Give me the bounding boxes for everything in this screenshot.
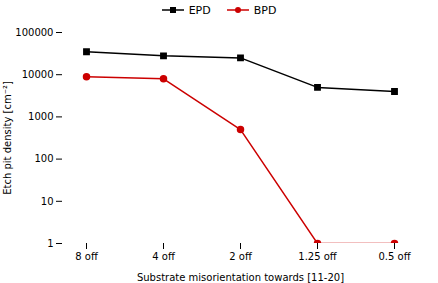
svg-text:1.25 off: 1.25 off (298, 251, 338, 262)
svg-text:2 off: 2 off (229, 251, 253, 262)
svg-text:Etch pit density [cm⁻²]: Etch pit density [cm⁻²] (2, 81, 13, 195)
svg-text:10: 10 (41, 196, 54, 207)
svg-text:0.5 off: 0.5 off (378, 251, 411, 262)
html-text:EPD: EPD (188, 3, 211, 17)
svg-text:4 off: 4 off (152, 251, 176, 262)
html-text:BPD: BPD (253, 3, 277, 17)
svg-text:8 off: 8 off (75, 251, 99, 262)
svg-text:1: 1 (47, 238, 53, 249)
svg-text:100: 100 (34, 153, 53, 164)
svg-text:10000: 10000 (22, 69, 54, 80)
svg-text:1000: 1000 (28, 111, 53, 122)
svg-text:100000: 100000 (15, 27, 53, 38)
svg-text:Substrate misorientation towar: Substrate misorientation towards [11-20] (137, 272, 344, 283)
